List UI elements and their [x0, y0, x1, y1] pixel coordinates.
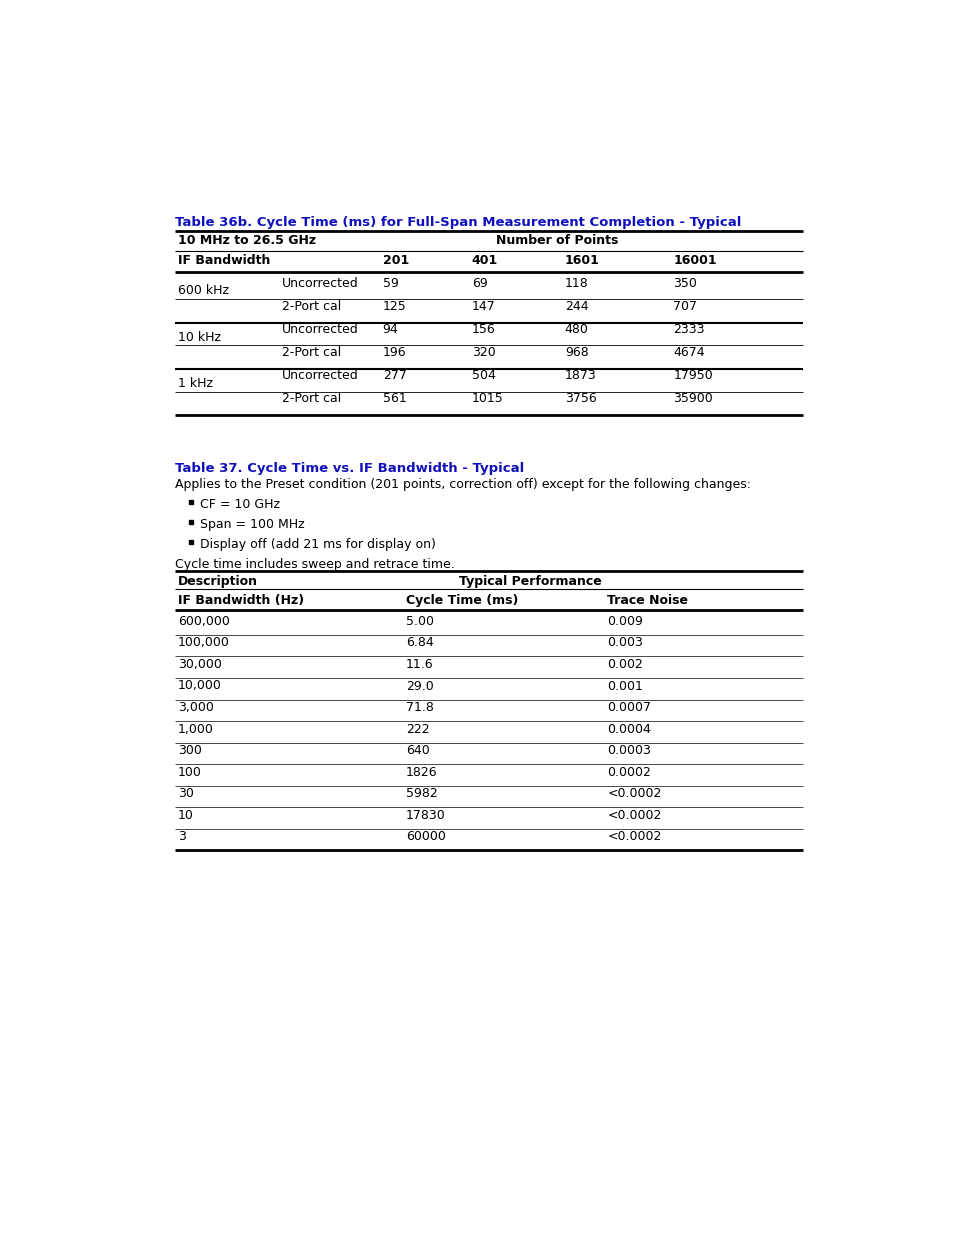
Text: 707: 707: [673, 300, 697, 312]
Text: 156: 156: [472, 324, 496, 336]
Text: Description: Description: [178, 574, 258, 588]
Text: 94: 94: [382, 324, 398, 336]
Text: 1601: 1601: [564, 254, 599, 268]
Text: 2-Port cal: 2-Port cal: [282, 346, 341, 359]
Text: 10 kHz: 10 kHz: [178, 331, 221, 343]
Text: 561: 561: [382, 393, 406, 405]
Text: 0.009: 0.009: [607, 615, 642, 627]
Text: Cycle Time (ms): Cycle Time (ms): [406, 594, 517, 608]
Text: 2-Port cal: 2-Port cal: [282, 300, 341, 312]
Text: 0.003: 0.003: [607, 636, 642, 650]
Text: 2-Port cal: 2-Port cal: [282, 393, 341, 405]
Text: 0.002: 0.002: [607, 658, 642, 671]
Text: 320: 320: [472, 346, 496, 359]
Text: 5.00: 5.00: [406, 615, 434, 627]
Text: 5982: 5982: [406, 787, 437, 800]
Text: 2333: 2333: [673, 324, 704, 336]
Text: 6.84: 6.84: [406, 636, 434, 650]
Text: Typical Performance: Typical Performance: [458, 574, 600, 588]
Text: 30: 30: [178, 787, 193, 800]
Text: Table 36b. Cycle Time (ms) for Full-Span Measurement Completion - Typical: Table 36b. Cycle Time (ms) for Full-Span…: [174, 216, 740, 228]
Text: 1 kHz: 1 kHz: [178, 377, 213, 390]
Text: CF = 10 GHz: CF = 10 GHz: [199, 498, 279, 511]
Text: IF Bandwidth (Hz): IF Bandwidth (Hz): [178, 594, 304, 608]
Text: Table 37. Cycle Time vs. IF Bandwidth - Typical: Table 37. Cycle Time vs. IF Bandwidth - …: [174, 462, 524, 475]
Text: 60000: 60000: [406, 830, 445, 844]
Text: Trace Noise: Trace Noise: [607, 594, 688, 608]
Text: 71.8: 71.8: [406, 701, 434, 714]
Text: 100,000: 100,000: [178, 636, 230, 650]
Text: 201: 201: [382, 254, 409, 268]
Text: 277: 277: [382, 369, 406, 382]
Text: 600 kHz: 600 kHz: [178, 284, 229, 298]
Text: Display off (add 21 ms for display on): Display off (add 21 ms for display on): [199, 537, 436, 551]
Text: Uncorrected: Uncorrected: [282, 369, 358, 382]
Text: 196: 196: [382, 346, 406, 359]
Text: 147: 147: [472, 300, 496, 312]
Text: 0.0002: 0.0002: [607, 766, 651, 779]
Text: 1,000: 1,000: [178, 722, 213, 736]
Text: 11.6: 11.6: [406, 658, 434, 671]
Text: 3756: 3756: [564, 393, 596, 405]
Text: 16001: 16001: [673, 254, 717, 268]
Text: 118: 118: [564, 277, 588, 290]
Text: 968: 968: [564, 346, 588, 359]
Text: 300: 300: [178, 745, 202, 757]
Text: 0.0004: 0.0004: [607, 722, 651, 736]
Text: Cycle time includes sweep and retrace time.: Cycle time includes sweep and retrace ti…: [174, 558, 455, 571]
Text: 29.0: 29.0: [406, 679, 434, 693]
Text: Uncorrected: Uncorrected: [282, 324, 358, 336]
Text: 35900: 35900: [673, 393, 713, 405]
Text: 59: 59: [382, 277, 398, 290]
Text: 17950: 17950: [673, 369, 713, 382]
Text: <0.0002: <0.0002: [607, 787, 661, 800]
Text: 69: 69: [472, 277, 487, 290]
Text: 10,000: 10,000: [178, 679, 222, 693]
Text: <0.0002: <0.0002: [607, 809, 661, 821]
Text: 125: 125: [382, 300, 406, 312]
Text: 222: 222: [406, 722, 429, 736]
Text: 100: 100: [178, 766, 202, 779]
Text: 30,000: 30,000: [178, 658, 222, 671]
Text: 401: 401: [472, 254, 497, 268]
Text: 1873: 1873: [564, 369, 596, 382]
Text: 504: 504: [472, 369, 496, 382]
Text: 4674: 4674: [673, 346, 704, 359]
Text: 17830: 17830: [406, 809, 445, 821]
Text: Span = 100 MHz: Span = 100 MHz: [199, 517, 304, 531]
Text: 244: 244: [564, 300, 588, 312]
Text: 0.0003: 0.0003: [607, 745, 651, 757]
Text: 10: 10: [178, 809, 193, 821]
Text: Applies to the Preset condition (201 points, correction off) except for the foll: Applies to the Preset condition (201 poi…: [174, 478, 750, 490]
Text: 0.001: 0.001: [607, 679, 642, 693]
Text: IF Bandwidth: IF Bandwidth: [178, 254, 271, 268]
Text: 10 MHz to 26.5 GHz: 10 MHz to 26.5 GHz: [178, 235, 316, 247]
Text: 480: 480: [564, 324, 588, 336]
Text: <0.0002: <0.0002: [607, 830, 661, 844]
Text: 1015: 1015: [472, 393, 503, 405]
Text: Number of Points: Number of Points: [496, 235, 618, 247]
Text: 3: 3: [178, 830, 186, 844]
Text: 600,000: 600,000: [178, 615, 230, 627]
Text: 1826: 1826: [406, 766, 437, 779]
Text: Uncorrected: Uncorrected: [282, 277, 358, 290]
Text: 350: 350: [673, 277, 697, 290]
Text: 3,000: 3,000: [178, 701, 213, 714]
Text: 0.0007: 0.0007: [607, 701, 651, 714]
Text: 640: 640: [406, 745, 429, 757]
